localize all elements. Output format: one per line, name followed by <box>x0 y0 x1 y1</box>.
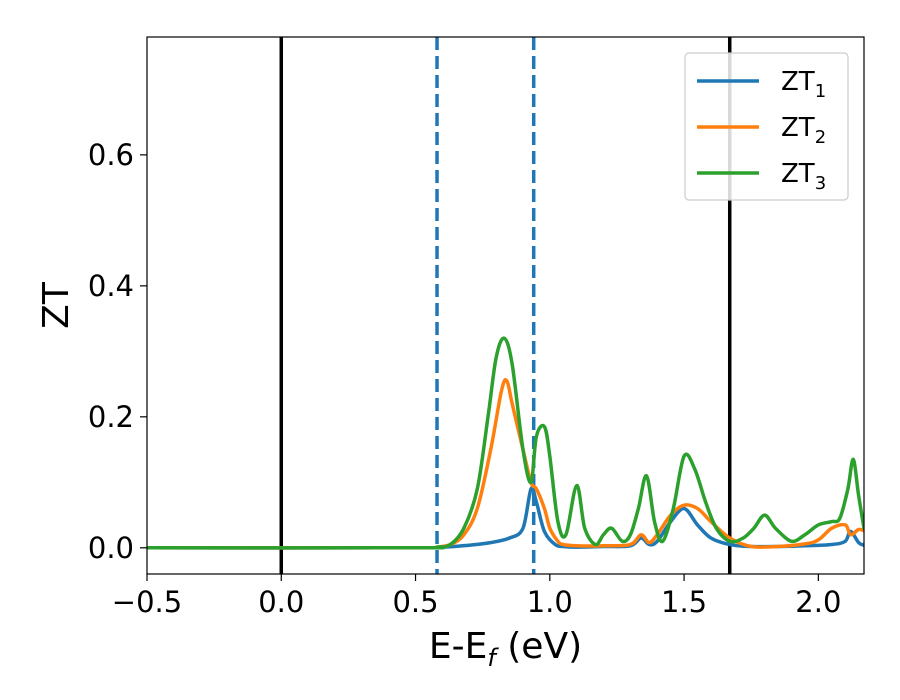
legend-label-zt2: ZT2 <box>781 113 826 148</box>
vertical-lines <box>279 37 732 574</box>
series-line-zt1 <box>147 486 864 550</box>
x-axis-label: E-Ef (eV) <box>429 626 582 672</box>
y-tick-label: 0.6 <box>88 138 134 172</box>
y-tick-label: 0.0 <box>88 531 134 565</box>
plot-frame <box>146 36 865 575</box>
x-tick-label: 1.5 <box>661 585 707 619</box>
x-axis-ticks: −0.5 0.0 0.5 1.0 1.5 2.0 <box>112 574 841 619</box>
legend: ZT1 ZT2 ZT3 <box>684 52 849 201</box>
x-tick-label: 2.0 <box>795 585 841 619</box>
y-tick-label: 0.2 <box>88 400 134 434</box>
x-tick-label: −0.5 <box>112 585 182 619</box>
series-lines <box>147 336 864 550</box>
y-tick-label: 0.4 <box>88 269 134 303</box>
legend-label-zt3: ZT3 <box>781 159 826 194</box>
series-line-zt2 <box>147 378 864 550</box>
y-axis-ticks: 0.0 0.2 0.4 0.6 <box>88 138 147 565</box>
x-axis-label-main: E-E <box>429 626 487 667</box>
x-tick-label: 0.0 <box>258 585 304 619</box>
x-tick-label: 0.5 <box>392 585 438 619</box>
legend-label-zt1: ZT1 <box>781 67 826 102</box>
series-line-zt3 <box>147 336 864 550</box>
x-axis-label-unit: (eV) <box>496 626 582 667</box>
y-axis-label: ZT <box>36 281 77 329</box>
legend-box <box>684 52 849 201</box>
x-tick-label: 1.0 <box>527 585 573 619</box>
